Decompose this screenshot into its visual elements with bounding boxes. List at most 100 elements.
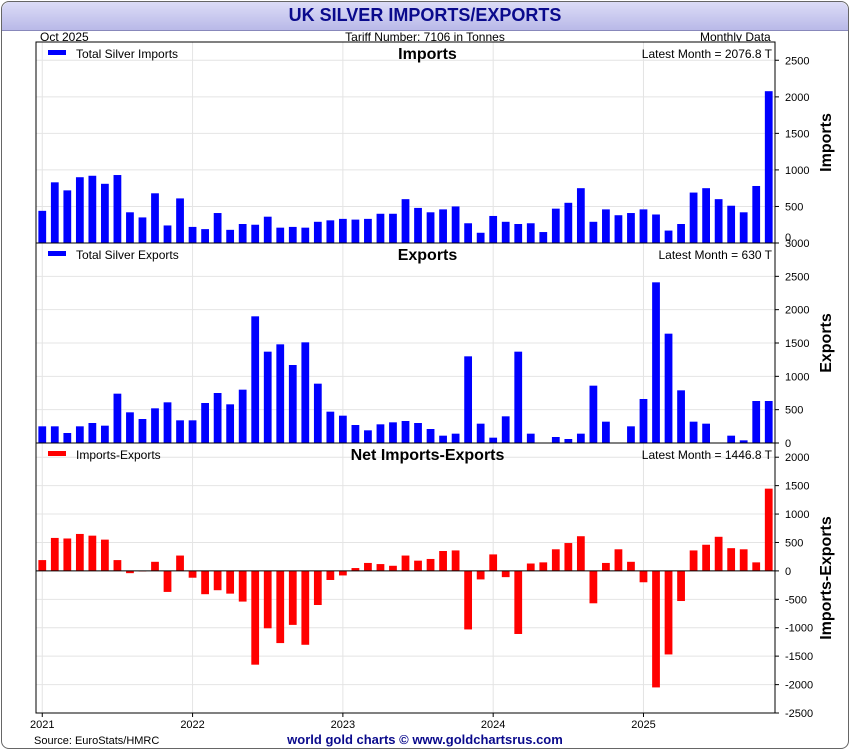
net-bar	[489, 554, 498, 571]
net-bar	[313, 570, 322, 605]
net-bar	[288, 570, 297, 625]
imports-bar	[101, 183, 109, 243]
imports-bar	[113, 175, 122, 243]
frequency-label: Monthly Data	[700, 30, 771, 44]
exports-bar	[188, 420, 197, 443]
chart-title: UK SILVER IMPORTS/EXPORTS	[288, 5, 562, 25]
imports-latest-label: Latest Month = 2076.8 T	[642, 47, 773, 61]
net-bar	[514, 570, 523, 634]
imports-bar	[75, 177, 84, 243]
exports-bar	[389, 422, 397, 443]
net-bar	[151, 561, 159, 571]
exports-ytick-label: 2000	[785, 305, 809, 317]
imports-bar	[464, 223, 473, 243]
x-tick-label: 2024	[481, 719, 505, 731]
x-tick-label: 2021	[30, 719, 54, 731]
exports-bar	[739, 440, 748, 443]
net-ytick-label: 1000	[785, 509, 809, 521]
net-bar	[63, 538, 72, 571]
exports-bar	[151, 408, 159, 443]
net-latest-label: Latest Month = 1446.8 T	[642, 448, 773, 462]
exports-bar	[764, 401, 773, 443]
title-bar: UK SILVER IMPORTS/EXPORTS	[2, 2, 848, 31]
net-bar	[564, 543, 573, 571]
net-bar	[88, 535, 97, 571]
exports-bar	[376, 424, 385, 443]
exports-bar	[75, 426, 84, 443]
imports-bar	[50, 182, 59, 243]
imports-ytick-label: 2500	[785, 55, 809, 67]
net-ytick-label: -1500	[785, 651, 813, 663]
exports-bar	[326, 411, 335, 443]
imports-bar	[539, 232, 548, 243]
exports-ytick-label: 2500	[785, 271, 809, 283]
net-bar	[702, 544, 710, 571]
net-bar	[727, 548, 736, 571]
imports-bar	[526, 223, 535, 243]
imports-legend-label: Total Silver Imports	[76, 47, 178, 61]
exports-bar	[38, 426, 47, 443]
imports-bar	[138, 217, 147, 243]
imports-bar	[238, 224, 247, 243]
imports-bar	[714, 199, 723, 243]
imports-bar	[689, 192, 698, 243]
imports-ytick-label: 2000	[785, 92, 809, 104]
net-bar	[101, 539, 109, 571]
net-bar	[364, 562, 372, 571]
imports-legend-swatch	[48, 50, 66, 55]
net-ylabel: Imports-Exports	[818, 516, 835, 640]
imports-bar	[163, 225, 172, 243]
imports-bar	[288, 226, 297, 243]
imports-bar	[414, 207, 422, 243]
exports-bar	[639, 399, 648, 443]
net-bar	[689, 550, 698, 571]
imports-bar	[677, 224, 685, 243]
exports-bar	[263, 351, 272, 443]
exports-bar	[113, 393, 122, 443]
imports-bar	[364, 218, 372, 243]
imports-bar	[389, 213, 397, 243]
net-bar	[251, 570, 260, 665]
imports-bar	[376, 213, 385, 243]
exports-bar	[163, 402, 172, 443]
net-bar	[739, 549, 748, 571]
net-bar	[263, 570, 272, 629]
net-bar	[426, 558, 435, 571]
net-bar	[213, 570, 222, 591]
exports-bar	[464, 356, 473, 443]
net-bar	[188, 570, 197, 578]
imports-bar	[451, 206, 460, 243]
credit-label: world gold charts © www.goldchartsrus.co…	[287, 732, 563, 747]
imports-ytick-label: 0	[785, 232, 791, 244]
imports-ytick-label: 1500	[785, 128, 809, 140]
net-bar	[614, 549, 623, 571]
imports-bar	[338, 218, 347, 243]
net-ytick-label: -2500	[785, 708, 813, 720]
net-bar	[389, 565, 397, 571]
net-bar	[414, 560, 422, 571]
exports-bar	[176, 420, 184, 443]
exports-bar	[288, 365, 297, 443]
imports-bar	[501, 221, 510, 243]
imports-ytick-label: 1000	[785, 165, 809, 177]
net-bar	[238, 570, 247, 602]
imports-bar	[627, 213, 635, 243]
net-bar	[301, 570, 310, 645]
net-bar	[639, 570, 648, 583]
imports-bar	[126, 212, 134, 243]
date-label: Oct 2025	[40, 30, 89, 44]
imports-bar	[639, 209, 648, 243]
exports-bar	[251, 316, 260, 443]
net-legend-label: Imports-Exports	[76, 448, 161, 462]
imports-bar	[188, 226, 197, 243]
imports-bar	[88, 175, 97, 243]
exports-bar	[126, 412, 134, 443]
net-bar	[652, 570, 660, 688]
exports-bar	[313, 383, 322, 443]
exports-bar	[652, 282, 660, 443]
exports-bar	[238, 389, 247, 443]
net-ytick-label: -500	[785, 594, 807, 606]
imports-bar	[739, 212, 748, 243]
exports-bar	[201, 403, 209, 443]
